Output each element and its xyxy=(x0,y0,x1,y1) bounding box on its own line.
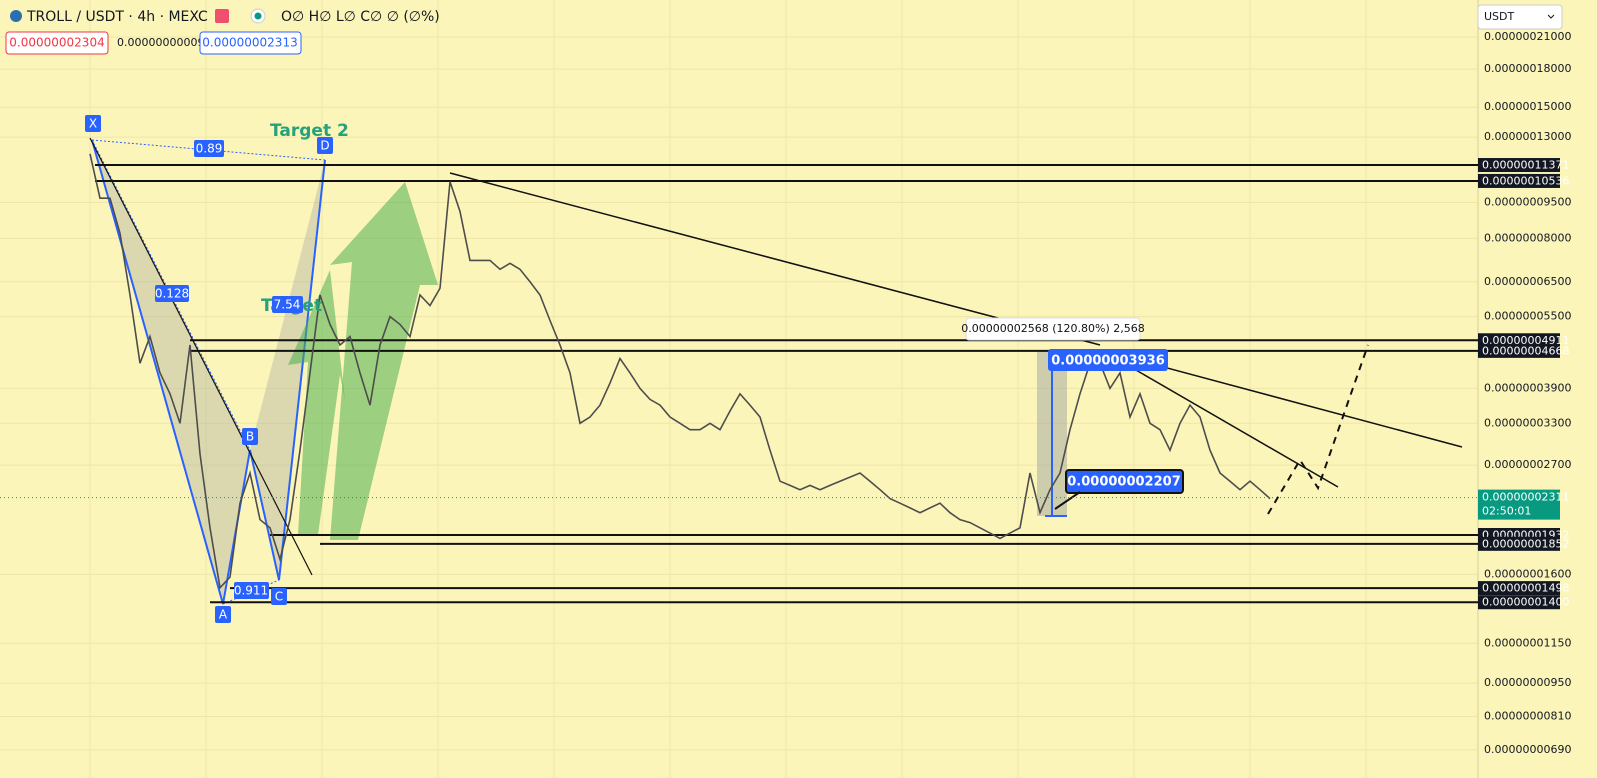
annotation-text: Target 2 xyxy=(270,121,349,141)
pattern-labels: X A B C D 0.89 0.128 7.54 0.911 xyxy=(85,115,333,623)
y-tick-label: 0.00000021000 xyxy=(1484,30,1571,43)
vertical-grid xyxy=(0,0,1478,778)
trend-line xyxy=(1109,354,1339,488)
arrow xyxy=(288,270,345,535)
ratio-label: 0.89 xyxy=(196,142,223,156)
label-box xyxy=(317,137,333,154)
projection xyxy=(1267,344,1369,515)
status-dot xyxy=(254,12,262,20)
point-label: X xyxy=(89,117,97,131)
measure-box xyxy=(965,317,1141,341)
price-line xyxy=(89,153,1271,590)
y-tick-label: 0.00000015000 xyxy=(1484,100,1571,113)
y-tick-label: 0.00000006500 xyxy=(1484,275,1571,288)
countdown: 02:50:01 xyxy=(1482,505,1531,518)
y-tick-label: 0.00000003300 xyxy=(1484,416,1571,429)
label-box xyxy=(155,285,189,302)
series xyxy=(89,153,1271,590)
symbol-icon xyxy=(10,10,22,22)
ask-box[interactable] xyxy=(199,31,302,55)
level-label: 0.00000004668 xyxy=(1482,344,1569,357)
currency-select[interactable] xyxy=(1477,4,1563,30)
y-tick-label: 0.00000001600 xyxy=(1484,567,1571,580)
price-label: 0.00000003936 xyxy=(1051,354,1164,369)
pattern-legs xyxy=(91,139,326,605)
level-box xyxy=(1478,595,1560,610)
last-price-box xyxy=(1478,489,1560,520)
y-tick-label: 0.00000005500 xyxy=(1484,310,1571,323)
pattern-xab xyxy=(92,140,250,604)
bid-box[interactable] xyxy=(5,31,109,55)
flag-icon[interactable] xyxy=(215,9,229,23)
y-tick-label: 0.00000018000 xyxy=(1484,62,1571,75)
label-box xyxy=(194,140,224,157)
label-box xyxy=(271,588,287,605)
ratio-label: 0.911 xyxy=(234,584,268,598)
callout-line xyxy=(1054,491,1081,510)
price-box xyxy=(1065,469,1184,494)
last-price-label: 0.00000002311 xyxy=(1482,491,1569,504)
y-tick-label: 0.00000000690 xyxy=(1484,743,1571,756)
ratio-label: 7.54 xyxy=(274,298,301,312)
level-box xyxy=(1478,581,1560,596)
pattern-bcd xyxy=(250,160,325,580)
trend-line xyxy=(89,137,313,576)
level-label: 0.00000010536 xyxy=(1482,174,1569,187)
spread: 0.00000000009 xyxy=(117,36,204,49)
y-tick-label: 0.00000003900 xyxy=(1484,381,1571,394)
label-box xyxy=(215,606,231,623)
price-box xyxy=(1048,349,1168,371)
level-label: 0.00000004911 xyxy=(1482,334,1569,347)
trend-line xyxy=(449,172,1101,346)
level-box xyxy=(1478,158,1560,173)
level-label: 0.00000001400 xyxy=(1482,596,1569,609)
level-box xyxy=(1478,343,1560,358)
label-box xyxy=(272,296,303,313)
measure-label: 0.00000002568 (120.80%) 2,568 xyxy=(961,322,1145,335)
level-box xyxy=(1478,333,1560,348)
y-tick-label: 0.00000000810 xyxy=(1484,709,1571,722)
symbol[interactable]: TROLL / USDT · 4h · MEXC xyxy=(26,9,208,25)
label-box xyxy=(85,115,101,132)
y-tick-label: 0.00000001150 xyxy=(1484,636,1571,649)
arrow xyxy=(330,182,438,540)
point-label: D xyxy=(320,139,329,153)
price-label: 0.00000002207 xyxy=(1067,475,1180,490)
level-box xyxy=(1478,173,1560,188)
y-tick-label: 0.00000009500 xyxy=(1484,196,1571,209)
y-tick-label: 0.00000000950 xyxy=(1484,676,1571,689)
label-box xyxy=(234,582,269,599)
ohlc: O∅ H∅ L∅ C∅ ∅ (∅%) xyxy=(281,9,440,25)
y-tick-label: 0.00000002700 xyxy=(1484,458,1571,471)
level-label: 0.00000001852 xyxy=(1482,537,1569,550)
currency[interactable]: USDT xyxy=(1484,10,1515,23)
level-label: 0.00000011371 xyxy=(1482,159,1569,172)
label-box xyxy=(242,428,258,445)
ratio-label: 0.128 xyxy=(155,287,189,301)
dropdown-caret xyxy=(1547,14,1555,19)
level-label: 0.00000001498 xyxy=(1482,582,1569,595)
point-label: B xyxy=(246,430,254,444)
y-tick-label: 0.00000008000 xyxy=(1484,231,1571,244)
level-box xyxy=(1478,536,1560,551)
ask[interactable]: 0.00000002313 xyxy=(202,36,297,50)
point-label: C xyxy=(275,590,283,604)
y-tick-label: 0.00000013000 xyxy=(1484,130,1571,143)
point-label: A xyxy=(219,608,228,622)
bid[interactable]: 0.00000002304 xyxy=(9,36,104,50)
levels xyxy=(95,164,1478,604)
